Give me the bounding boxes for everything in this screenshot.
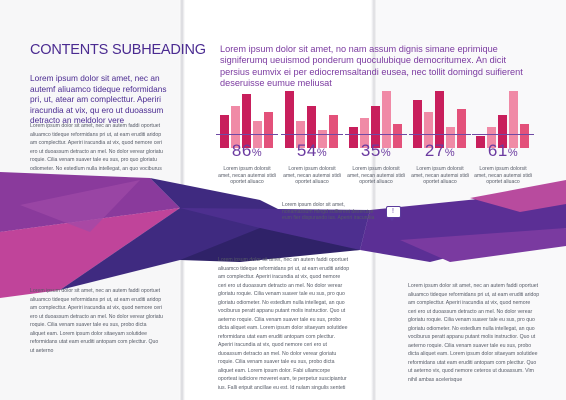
bar: [382, 91, 391, 148]
band-right-magenta: [470, 180, 566, 212]
stat-caption: Lorem ipsum dolorsit amet, necan autemsi…: [347, 166, 405, 185]
bar: [220, 115, 229, 148]
bar: [307, 106, 316, 148]
stat-unit: %: [507, 147, 519, 159]
bar: [349, 127, 358, 148]
speech-bubble-icon: !: [386, 206, 401, 221]
bar: [520, 124, 529, 148]
bar: [231, 106, 240, 148]
mid-callout-text: Lorem ipsum dolor sit amet, nonamassum m…: [282, 202, 375, 222]
stat-unit: %: [316, 147, 328, 159]
stat-value: 35: [360, 141, 381, 160]
bar: [498, 115, 507, 148]
bar: [242, 94, 251, 148]
right-paragraph: Lorem ipsum dolor sit amet, nec an autem…: [408, 283, 540, 383]
bar: [264, 112, 273, 148]
bar-chart-1: [220, 76, 278, 148]
bar: [476, 136, 485, 148]
stat-value: 86: [231, 141, 252, 160]
bar: [509, 91, 518, 148]
stat-caption: Lorem ipsum dolorsit amet, necan autemsi…: [411, 166, 469, 185]
lead-paragraph: Lorem ipsum dolor sit amet, no nam assum…: [220, 44, 523, 89]
stat-value: 54: [296, 141, 317, 160]
bar: [457, 109, 466, 148]
bar: [371, 106, 380, 148]
stat-percentage: 61%: [468, 141, 538, 161]
stat-value: 61: [487, 141, 508, 160]
stat-unit: %: [380, 147, 392, 159]
bar: [360, 118, 369, 148]
band-center-dark: [180, 228, 360, 262]
stat-unit: %: [444, 147, 456, 159]
bar-chart-3: [349, 76, 407, 148]
bar: [413, 100, 422, 148]
bar: [446, 127, 455, 148]
stat-percentage: 27%: [405, 141, 475, 161]
band-right-lower: [400, 228, 566, 262]
bar-chart-2: [285, 76, 343, 148]
bar-chart-4: [413, 76, 471, 148]
stat-unit: %: [251, 147, 263, 159]
left-paragraph-bottom: Lorem ipsum dolor sit amet, nec an autem…: [30, 288, 163, 354]
bar: [435, 91, 444, 148]
left-paragraph-top: Lorem ipsum dolor sit amet, nec an autem…: [30, 123, 163, 172]
stat-caption: Lorem ipsum dolorsit amet, necan autemsi…: [218, 166, 276, 185]
bar: [393, 124, 402, 148]
band-left-fold: [60, 178, 360, 290]
band-center-wedge: [180, 208, 370, 250]
band-left-light: [20, 180, 140, 232]
chart-baseline: [409, 134, 471, 135]
chart-baseline: [216, 134, 278, 135]
stat-percentage: 35%: [341, 141, 411, 161]
band-left-bottom: [0, 208, 180, 298]
bar: [487, 127, 496, 148]
stat-percentage: 54%: [277, 141, 347, 161]
bar: [424, 112, 433, 148]
center-paragraph: Lorem ipsum dolor sit amet, nec an autem…: [218, 257, 350, 391]
bar-chart-5: [476, 76, 534, 148]
fold-line-right: [371, 0, 377, 400]
chart-baseline: [472, 134, 534, 135]
contents-subheading: CONTENTS SUBHEADING: [30, 42, 206, 58]
stat-percentage: 86%: [212, 141, 282, 161]
stat-value: 27: [424, 141, 445, 160]
intro-paragraph: Lorem ipsum dolor sit amet, nec an autem…: [30, 73, 167, 126]
bar: [318, 130, 327, 148]
stat-caption: Lorem ipsum dolorsit amet, necan autemsi…: [283, 166, 341, 185]
bar: [285, 91, 294, 148]
stat-caption: Lorem ipsum dolorsit amet, necan autemsi…: [474, 166, 532, 185]
chart-baseline: [281, 134, 343, 135]
chart-baseline: [345, 134, 407, 135]
bar: [329, 115, 338, 148]
